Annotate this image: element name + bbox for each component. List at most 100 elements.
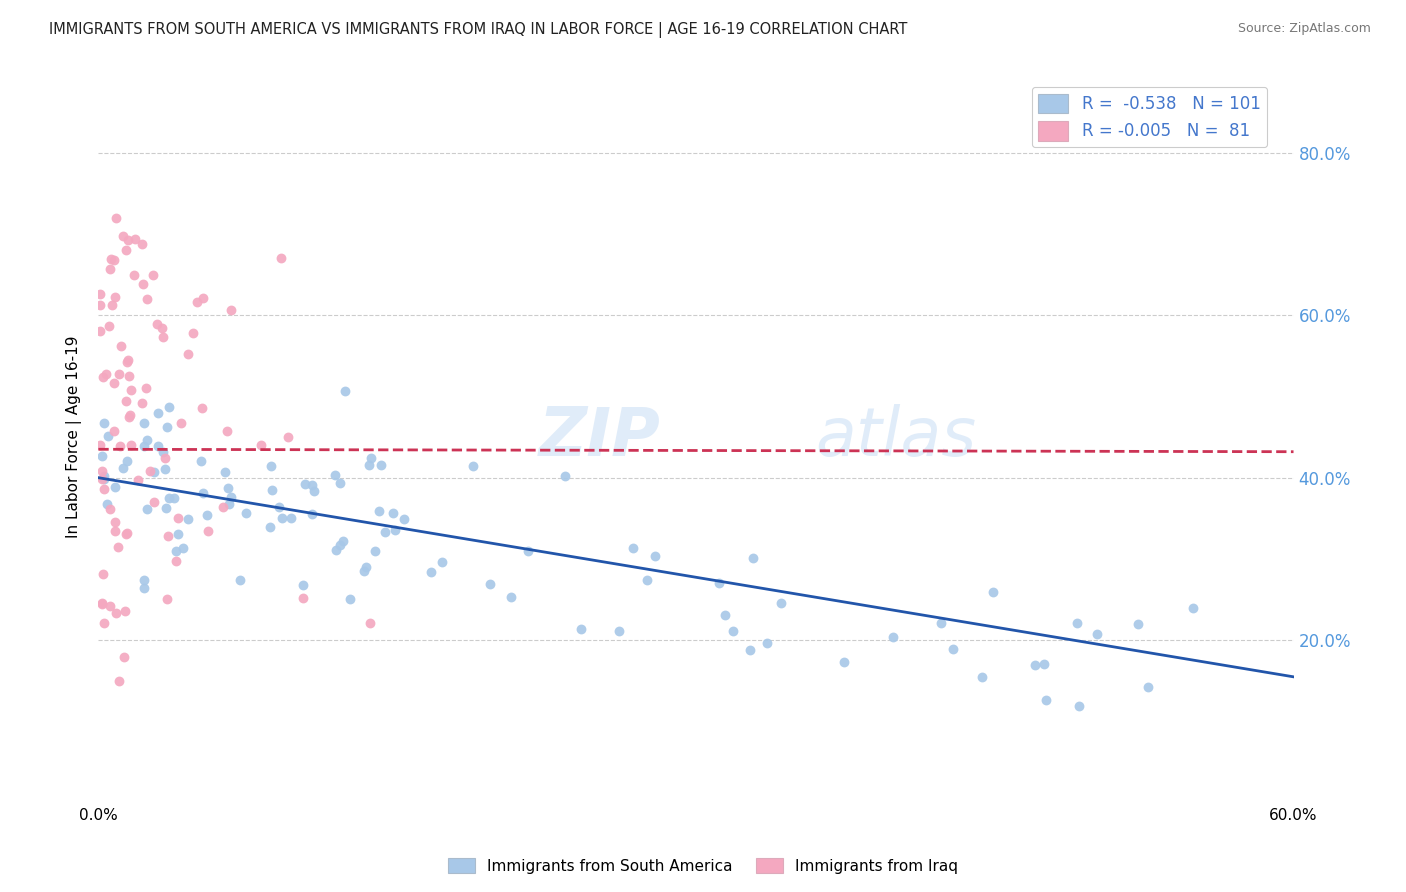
Point [117, 352, 139, 367]
Point [1035, 693, 1057, 707]
Point [217, 481, 239, 495]
Point [143, 465, 166, 479]
Point [177, 347, 200, 361]
Point [357, 458, 380, 473]
Point [146, 317, 169, 331]
Point [131, 237, 153, 252]
Point [91, 464, 114, 478]
Point [134, 582, 156, 596]
Point [93, 472, 115, 486]
Point [981, 585, 1004, 599]
Point [170, 416, 193, 430]
Point [354, 559, 377, 574]
Point [368, 504, 391, 518]
Point [721, 624, 744, 638]
Point [742, 551, 765, 566]
Point [291, 578, 314, 592]
Point [103, 252, 125, 267]
Point [339, 591, 361, 606]
Point [112, 649, 135, 664]
Point [381, 506, 404, 520]
Point [107, 367, 129, 381]
Point [96, 498, 118, 512]
Point [569, 622, 592, 636]
Point [302, 484, 325, 499]
Point [93, 468, 115, 483]
Y-axis label: In Labor Force | Age 16-19: In Labor Force | Age 16-19 [66, 335, 83, 539]
Point [115, 527, 138, 541]
Point [177, 512, 200, 526]
Point [101, 298, 124, 312]
Point [882, 630, 904, 644]
Point [114, 604, 136, 618]
Point [135, 381, 157, 395]
Point [1128, 617, 1150, 632]
Point [120, 438, 142, 452]
Point [235, 506, 257, 520]
Point [181, 326, 204, 340]
Point [374, 524, 396, 539]
Point [115, 525, 138, 540]
Point [89, 325, 111, 339]
Point [929, 615, 952, 630]
Point [301, 507, 323, 521]
Point [135, 433, 157, 447]
Point [89, 287, 111, 301]
Point [621, 541, 644, 555]
Point [756, 635, 779, 649]
Point [114, 243, 136, 257]
Point [118, 408, 141, 422]
Point [115, 354, 138, 368]
Point [104, 290, 127, 304]
Point [115, 454, 138, 468]
Point [91, 596, 114, 610]
Point [142, 495, 165, 509]
Point [832, 655, 855, 669]
Point [108, 439, 131, 453]
Point [122, 268, 145, 282]
Point [96, 367, 118, 381]
Point [190, 454, 212, 468]
Point [167, 511, 190, 525]
Point [131, 395, 153, 409]
Point [1024, 657, 1046, 672]
Point [195, 508, 218, 522]
Point [104, 524, 127, 539]
Point [98, 318, 121, 333]
Point [111, 229, 134, 244]
Point [219, 302, 242, 317]
Point [100, 599, 122, 614]
Text: IMMIGRANTS FROM SOUTH AMERICA VS IMMIGRANTS FROM IRAQ IN LABOR FORCE | AGE 16-19: IMMIGRANTS FROM SOUTH AMERICA VS IMMIGRA… [49, 22, 908, 38]
Point [430, 556, 453, 570]
Point [104, 480, 127, 494]
Point [153, 451, 176, 466]
Point [370, 458, 392, 472]
Point [172, 541, 194, 555]
Point [93, 616, 115, 631]
Point [215, 424, 238, 438]
Point [329, 538, 352, 552]
Point [359, 615, 381, 630]
Point [269, 500, 291, 515]
Point [115, 393, 138, 408]
Point [360, 450, 382, 465]
Point [135, 501, 157, 516]
Point [260, 483, 283, 497]
Point [141, 268, 163, 283]
Point [104, 516, 127, 530]
Point [517, 543, 540, 558]
Point [152, 329, 174, 343]
Legend: Immigrants from South America, Immigrants from Iraq: Immigrants from South America, Immigrant… [441, 852, 965, 880]
Point [942, 642, 965, 657]
Point [325, 542, 347, 557]
Point [714, 607, 737, 622]
Point [108, 673, 131, 688]
Point [420, 565, 443, 579]
Point [98, 502, 121, 516]
Point [260, 459, 283, 474]
Point [155, 500, 177, 515]
Point [270, 251, 292, 265]
Point [103, 376, 125, 390]
Point [150, 320, 173, 334]
Point [98, 261, 121, 276]
